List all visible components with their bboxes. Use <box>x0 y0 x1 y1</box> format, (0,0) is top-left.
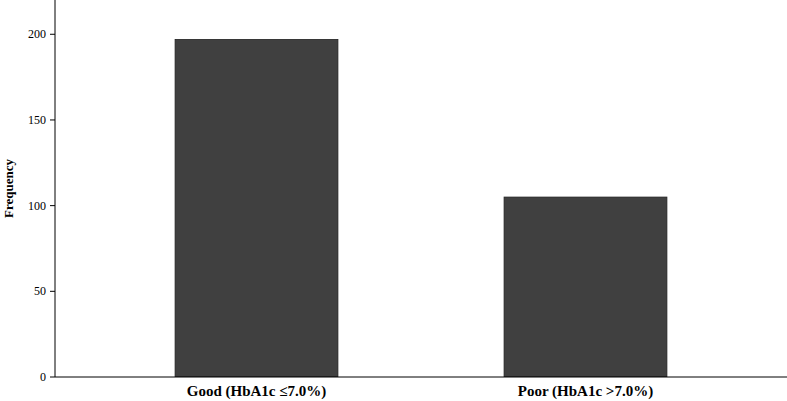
chart: 0 50 100 150 200 Good (HbA1c ≤7.0%) Poor (HbA1… <box>0 0 787 401</box>
y-tick <box>50 205 55 206</box>
bars <box>175 39 667 377</box>
y-tick <box>50 291 55 292</box>
bar <box>175 39 338 377</box>
x-tick-label: Good (HbA1c ≤7.0%) <box>187 383 326 400</box>
y-tick-label: 100 <box>28 199 46 213</box>
y-tick-label: 0 <box>40 370 46 384</box>
y-tick-label: 150 <box>28 113 46 127</box>
x-tick-label: Poor (HbA1c >7.0%) <box>518 383 653 400</box>
y-tick <box>50 34 55 35</box>
y-tick-label: 200 <box>28 27 46 41</box>
y-tick-label: 50 <box>34 284 46 298</box>
y-tick <box>50 119 55 120</box>
y-axis-label: Frequency <box>1 159 16 218</box>
y-tick <box>50 377 55 378</box>
bar <box>504 197 667 377</box>
x-axis <box>55 377 787 378</box>
y-axis <box>55 0 56 377</box>
